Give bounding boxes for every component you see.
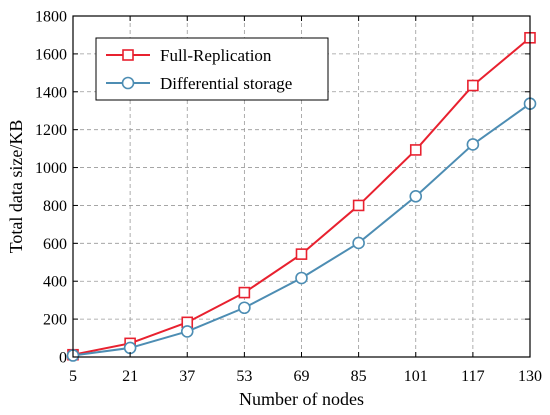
y-tick-label: 600 [43,236,67,253]
y-tick-label: 1200 [35,122,67,139]
y-axis-title: Total data size/KB [6,120,26,254]
x-tick-label: 101 [404,368,428,385]
legend-marker-differential-storage [121,76,135,90]
data-point-differential-storage [123,341,137,355]
x-tick-label: 130 [518,368,542,385]
data-point-differential-storage [352,236,365,250]
axis-ticks [72,15,531,358]
x-tick-label: 85 [351,368,367,385]
x-tick-labels: 5 21 37 53 69 85 101 117 130 [69,368,542,385]
x-tick-label: 21 [122,368,138,385]
data-point-differential-storage [238,301,251,315]
legend-marker-full-replication [122,49,134,61]
data-point-differential-storage [409,190,423,203]
x-tick-label: 117 [461,368,484,385]
data-point-differential-storage [466,138,480,151]
legend-label-full-replication: Full-Replication [160,46,272,65]
legend: Full-Replication Differential storage [95,37,329,101]
data-point-differential-storage [295,271,308,285]
x-tick-label: 53 [236,368,252,385]
x-tick-label: 5 [69,368,77,385]
x-axis-title: Number of nodes [239,389,364,409]
x-tick-label: 37 [179,368,195,385]
x-tick-label: 69 [294,368,310,385]
y-tick-label: 200 [43,312,67,329]
data-point-full-replication [409,144,422,156]
y-tick-label: 1600 [35,46,67,63]
y-tick-label: 1800 [35,9,67,26]
data-point-full-replication [467,79,479,92]
data-point-full-replication [352,199,365,212]
data-point-full-replication [295,248,308,260]
y-tick-label: 0 [59,350,67,367]
y-tick-label: 1400 [35,84,67,101]
y-tick-label: 800 [43,198,67,215]
y-tick-label: 400 [43,274,67,291]
data-point-full-replication [238,286,251,299]
y-tick-labels: 0 200 400 600 800 1000 1200 1400 1600 1800 [35,9,67,367]
legend-label-differential-storage: Differential storage [160,74,292,93]
data-point-differential-storage [180,325,194,338]
legend-box [95,37,329,101]
y-tick-label: 1000 [35,160,67,177]
